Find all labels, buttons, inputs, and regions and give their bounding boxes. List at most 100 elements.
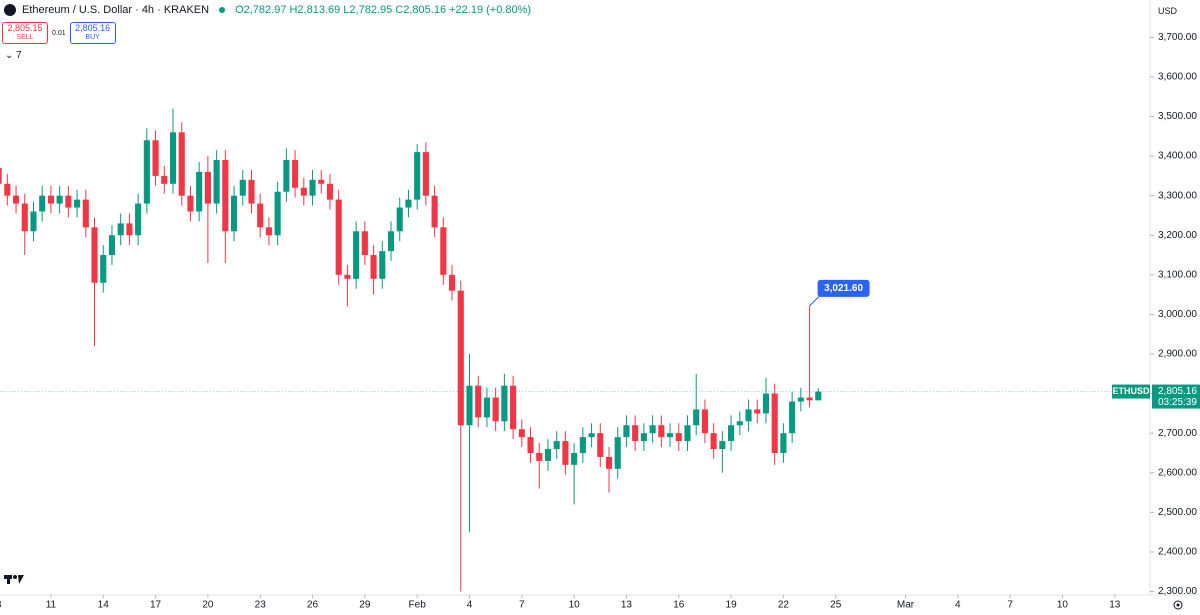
indicators-toggle[interactable]: ⌄ 7 (5, 50, 22, 61)
x-tick-label: Mar (897, 600, 915, 611)
x-tick-label: 4 (467, 600, 473, 611)
x-tick-label: 14 (98, 600, 110, 611)
y-tick-label: 3,400.00 (1158, 151, 1197, 162)
x-tick-label: 13 (1109, 600, 1121, 611)
candle-body (701, 409, 708, 434)
y-tick-label: 3,000.00 (1158, 309, 1197, 320)
y-tick-label: 3,100.00 (1158, 269, 1197, 280)
candle-body (169, 132, 177, 184)
x-tick-label: 8 (0, 600, 2, 611)
x-tick-label: 25 (830, 600, 842, 611)
candle-body (536, 452, 543, 461)
candle-body (387, 231, 395, 252)
candle-body (82, 199, 89, 228)
price-tag: 2,805.16 (1158, 386, 1197, 397)
x-tick-label: 7 (519, 600, 525, 611)
candle-body (108, 235, 116, 256)
candle-body (431, 195, 438, 228)
ohlc-values: O2,782.97 H2,813.69 L2,782.95 C2,805.16 … (235, 4, 532, 16)
candle-body (588, 433, 595, 438)
candle-body (4, 183, 11, 196)
candle-body (65, 195, 72, 208)
candle-body (353, 231, 360, 279)
candle-body (326, 183, 334, 200)
candle-body (30, 211, 37, 232)
candle-body (91, 227, 98, 283)
x-tick-label: 23 (255, 600, 267, 611)
candle-body (222, 160, 229, 232)
candle-body (640, 433, 647, 442)
symbol-tag: ETHUSD (1112, 386, 1150, 396)
candle-body (571, 452, 578, 465)
logo (4, 575, 24, 584)
candle-body (719, 441, 726, 450)
sell-button[interactable]: 2,805.15 SELL (2, 22, 48, 44)
candle-body (265, 227, 272, 236)
x-tick-label: 7 (1007, 600, 1013, 611)
candle-body (518, 429, 525, 438)
candle-body (771, 393, 778, 453)
candle-body (553, 441, 560, 450)
candle-body (370, 255, 377, 279)
candle-body (344, 274, 351, 279)
x-tick-label: 17 (150, 600, 162, 611)
candle-body (422, 152, 429, 196)
y-tick-label: 2,700.00 (1158, 428, 1197, 439)
candle-body (527, 437, 534, 453)
candle-body (257, 203, 264, 228)
candle-body (283, 160, 290, 192)
candle-body (745, 409, 752, 422)
x-tick-label: 29 (359, 600, 371, 611)
y-tick-label: 3,200.00 (1158, 230, 1197, 241)
candle-body (0, 167, 2, 184)
x-tick-label: 10 (1057, 600, 1069, 611)
candle-body (562, 441, 569, 465)
status-dot (219, 7, 226, 13)
candle-body (204, 171, 211, 204)
candle-body (318, 179, 325, 184)
candle-body (510, 385, 517, 430)
candle-body (309, 179, 316, 196)
x-tick-label: 10 (569, 600, 581, 611)
symbol[interactable]: Ethereum / U.S. Dollar · 4h · KRAKEN (22, 4, 210, 16)
candle-body (632, 425, 639, 442)
y-tick-label: 3,600.00 (1158, 72, 1197, 83)
annotation-box (817, 279, 870, 297)
currency[interactable]: USD (1158, 6, 1178, 16)
candle-body (736, 421, 743, 426)
candle-body (187, 195, 194, 212)
candle-body (483, 397, 490, 418)
price-tag-bg (1152, 384, 1200, 409)
candle-body (230, 195, 238, 232)
candle-body (597, 433, 604, 457)
candle-body (161, 175, 168, 184)
settings-icon[interactable] (1173, 600, 1183, 610)
header: Ethereum / U.S. Dollar · 4h · KRAKEN O2,… (4, 4, 531, 16)
candle-body (448, 274, 456, 291)
candle-body (797, 397, 804, 402)
candle-body (292, 160, 299, 188)
trade-buttons: 2,805.15 SELL 0.01 2,805.16 BUY (2, 22, 116, 44)
y-tick-label: 2,600.00 (1158, 467, 1197, 478)
candle-body (21, 203, 28, 232)
symbol-icon (4, 4, 16, 16)
candle-body (396, 207, 403, 232)
candle-body (126, 223, 133, 236)
buy-button[interactable]: 2,805.16 BUY (69, 22, 116, 44)
chevron: ⌄ (5, 50, 14, 61)
candle-body (457, 290, 464, 426)
candle-body (178, 132, 185, 196)
candle-body (414, 152, 421, 200)
candle-body (379, 251, 386, 279)
x-tick-label: 26 (307, 600, 319, 611)
candle-body (300, 187, 307, 196)
candle-body (152, 140, 159, 176)
countdown: 03:25:39 (1158, 397, 1197, 408)
candle-body (544, 449, 552, 461)
candle-body (501, 385, 508, 422)
x-tick-label: 4 (955, 600, 961, 611)
candle-body (614, 437, 621, 469)
candle-body (100, 255, 107, 283)
candle-body (780, 433, 787, 453)
sell-label: SELL (16, 34, 34, 41)
